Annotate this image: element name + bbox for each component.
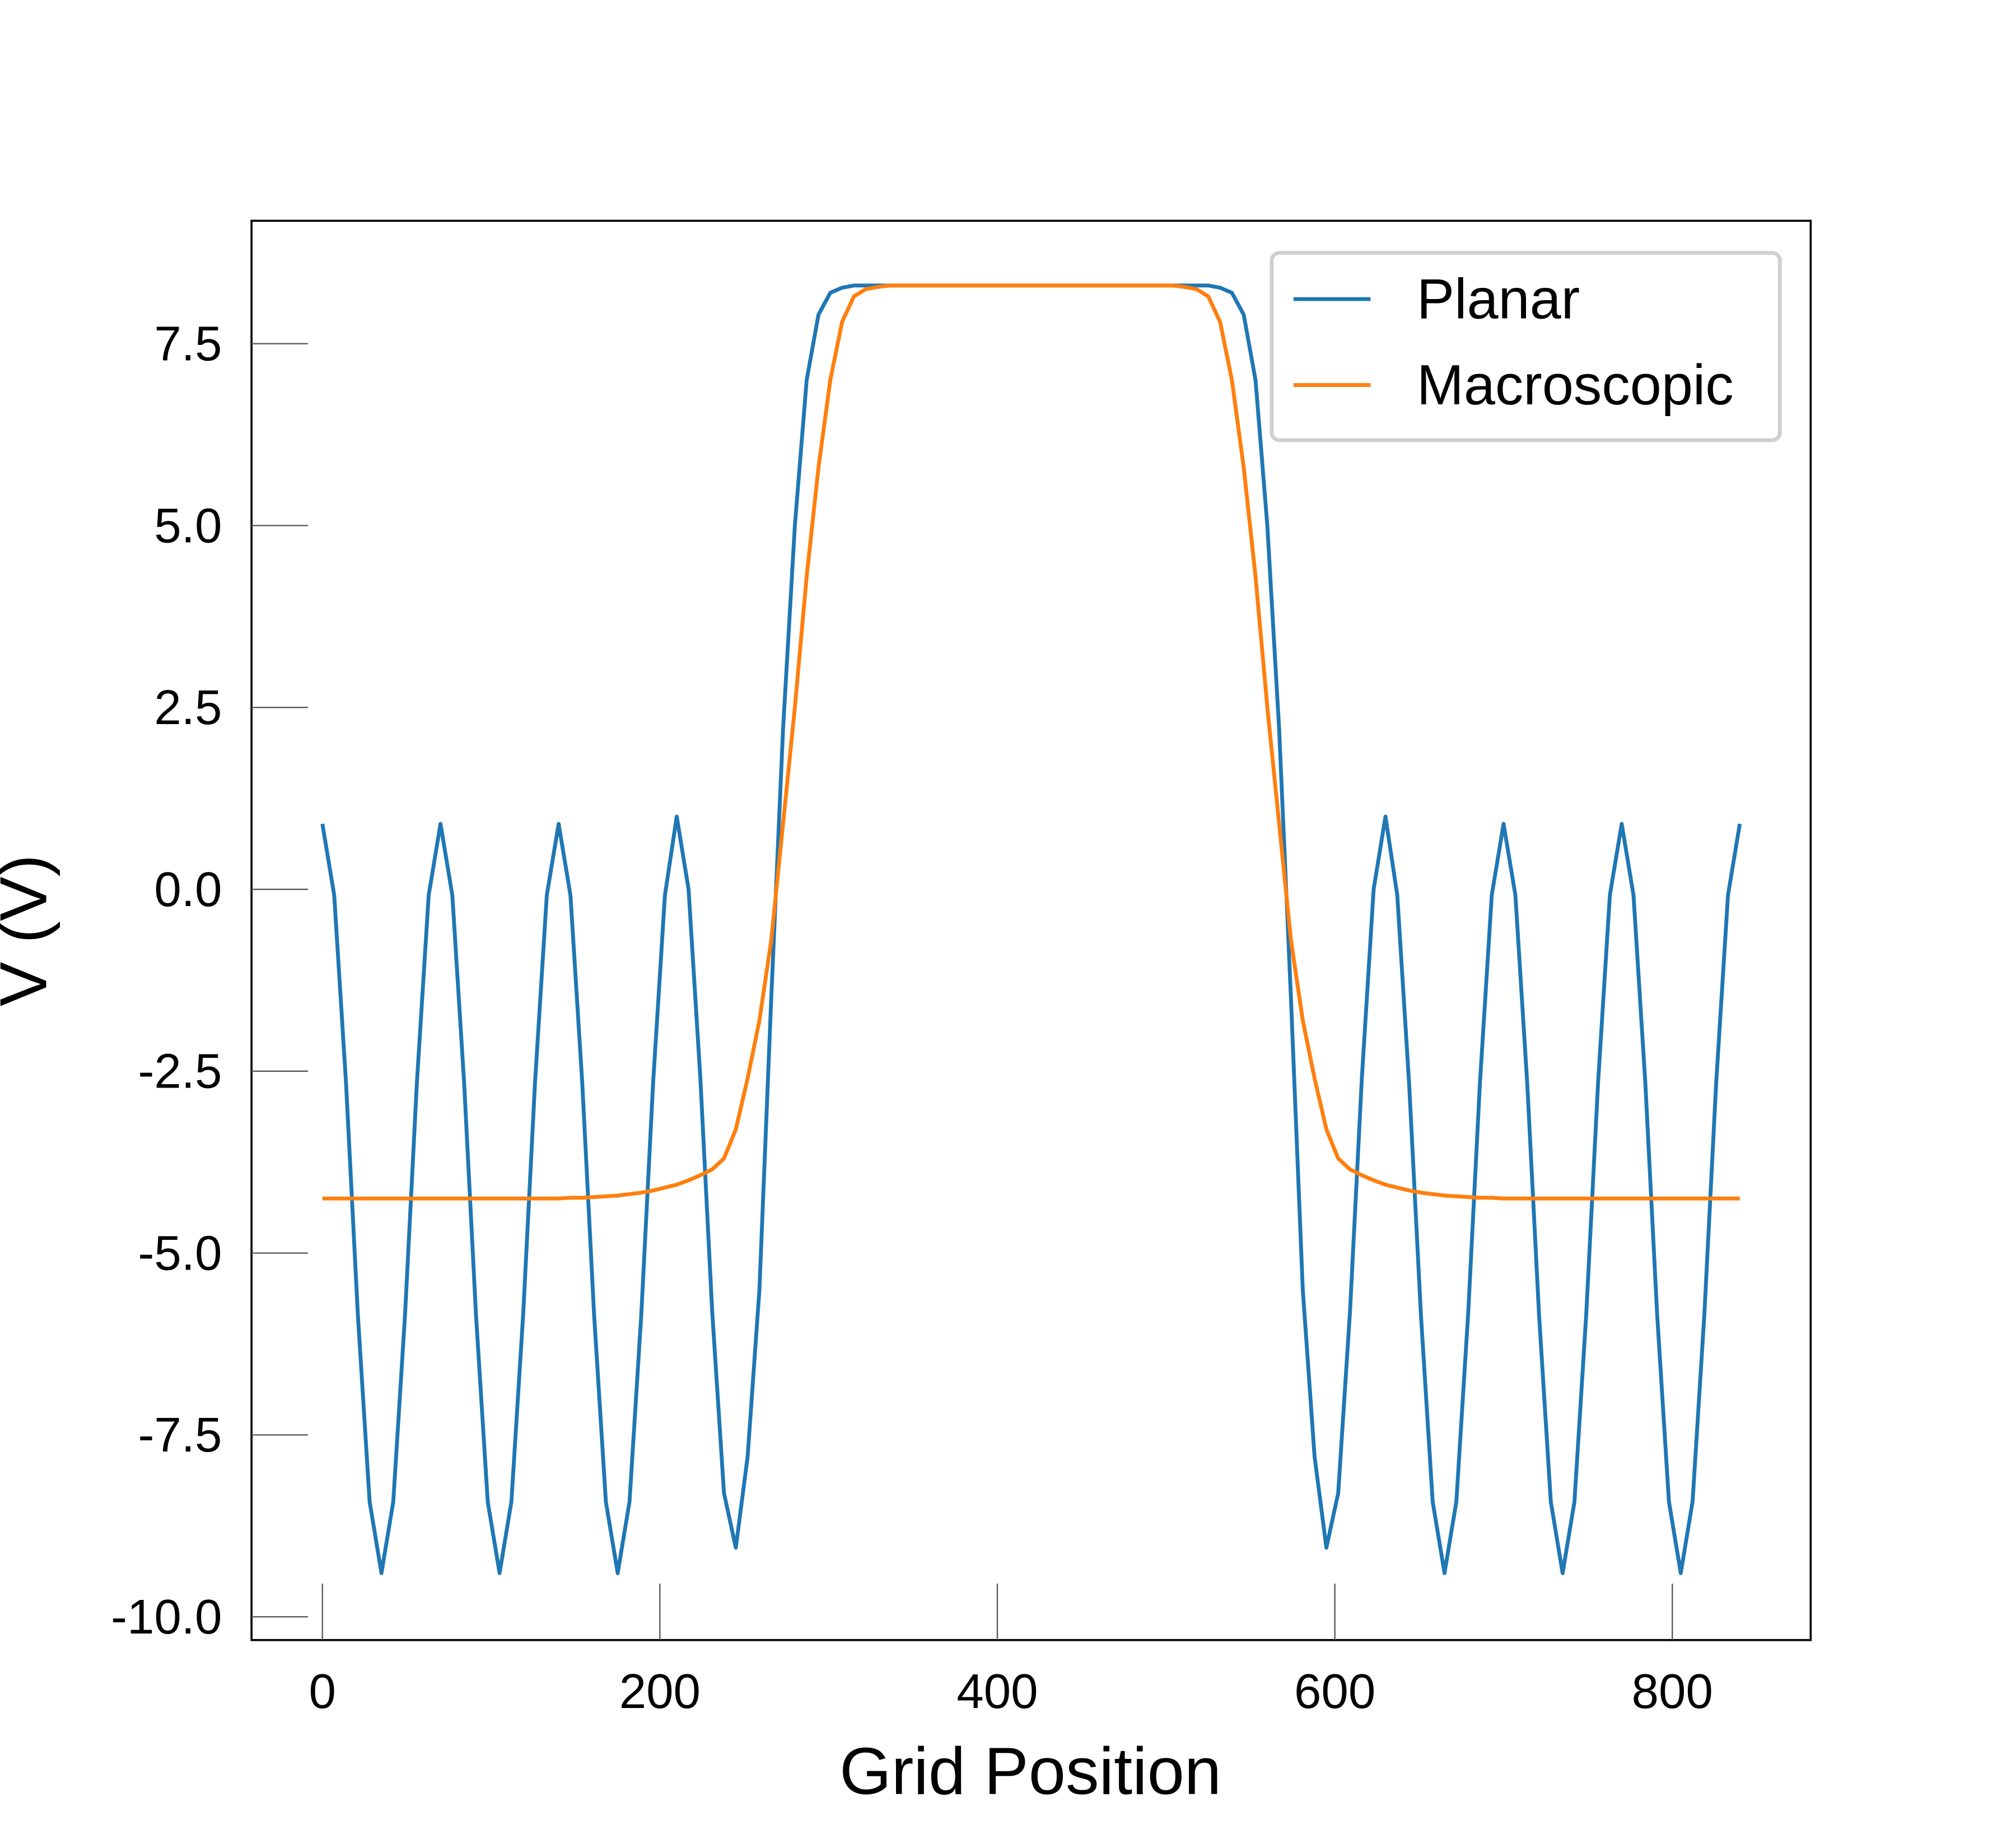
legend-box [1270, 251, 1782, 442]
legend-label: Macroscopic [1417, 354, 1734, 417]
x-tick-label: 400 [956, 1664, 1038, 1719]
y-tick-label: 2.5 [154, 680, 222, 735]
y-axis-label: V (V) [0, 855, 60, 1006]
plot-frame [250, 220, 1812, 1641]
series-line [320, 283, 1742, 1575]
y-tick-label: -10.0 [111, 1590, 222, 1644]
series-line [322, 283, 1740, 1201]
x-axis-label: Grid Position [839, 1734, 1221, 1809]
legend-label: Planar [1417, 268, 1580, 330]
x-tick-label: 600 [1294, 1664, 1375, 1719]
x-tick-label: 800 [1632, 1664, 1713, 1719]
x-tick-label: 200 [619, 1664, 701, 1719]
y-tick-label: -5.0 [138, 1226, 222, 1280]
x-tick-label: 0 [309, 1664, 335, 1719]
y-tick-label: 7.5 [154, 317, 222, 371]
y-tick-label: -2.5 [138, 1044, 222, 1099]
y-tick-label: -7.5 [138, 1408, 222, 1462]
y-tick-label: 0.0 [154, 862, 222, 917]
y-tick-label: 5.0 [154, 498, 222, 553]
